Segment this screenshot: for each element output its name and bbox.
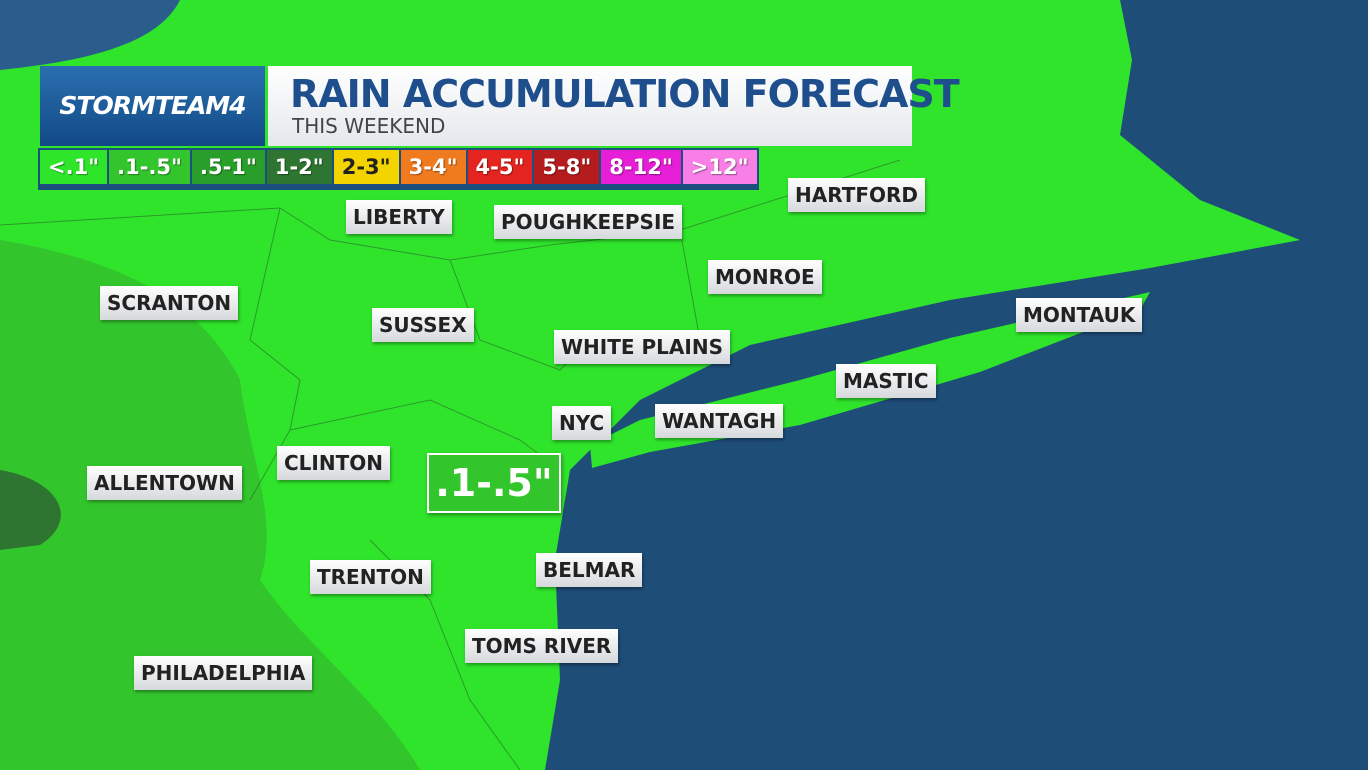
city-label: ALLENTOWN	[87, 466, 242, 500]
brand-logo: STORMTEAM4	[40, 66, 265, 146]
legend: <.1" .1-.5" .5-1" 1-2" 2-3" 3-4" 4-5" 5-8" 8-12"…	[38, 148, 759, 190]
legend-item: 4-5"	[467, 150, 533, 184]
city-label: TRENTON	[310, 560, 431, 594]
legend-item: 2-3"	[333, 150, 399, 184]
city-label: BELMAR	[536, 553, 643, 587]
city-label: MASTIC	[836, 364, 936, 398]
city-label: POUGHKEEPSIE	[494, 205, 683, 239]
city-label: NYC	[552, 406, 612, 440]
legend-item: 1-2"	[266, 150, 332, 184]
city-label: SUSSEX	[372, 308, 474, 342]
legend-item: .5-1"	[191, 150, 265, 184]
legend-item: >12"	[682, 150, 757, 184]
city-label: SCRANTON	[100, 286, 239, 320]
title-box: RAIN ACCUMULATION FORECAST THIS WEEKEND	[268, 66, 960, 146]
subtitle: THIS WEEKEND	[292, 114, 446, 138]
legend-item: 5-8"	[534, 150, 600, 184]
city-label: TOMS RIVER	[465, 629, 619, 663]
legend-item: 8-12"	[601, 150, 681, 184]
legend-item: <.1"	[40, 150, 108, 184]
city-label: CLINTON	[277, 446, 390, 480]
amount-label: .1-.5"	[427, 453, 561, 513]
legend-item: .1-.5"	[109, 150, 190, 184]
legend-item: 3-4"	[400, 150, 466, 184]
title: RAIN ACCUMULATION FORECAST	[290, 72, 960, 116]
city-label: MONTAUK	[1016, 298, 1143, 332]
city-label: WHITE PLAINS	[554, 330, 730, 364]
city-label: MONROE	[708, 260, 822, 294]
city-label: WANTAGH	[655, 404, 784, 438]
city-label: HARTFORD	[788, 178, 926, 212]
city-label: PHILADELPHIA	[134, 656, 313, 690]
city-label: LIBERTY	[346, 200, 452, 234]
